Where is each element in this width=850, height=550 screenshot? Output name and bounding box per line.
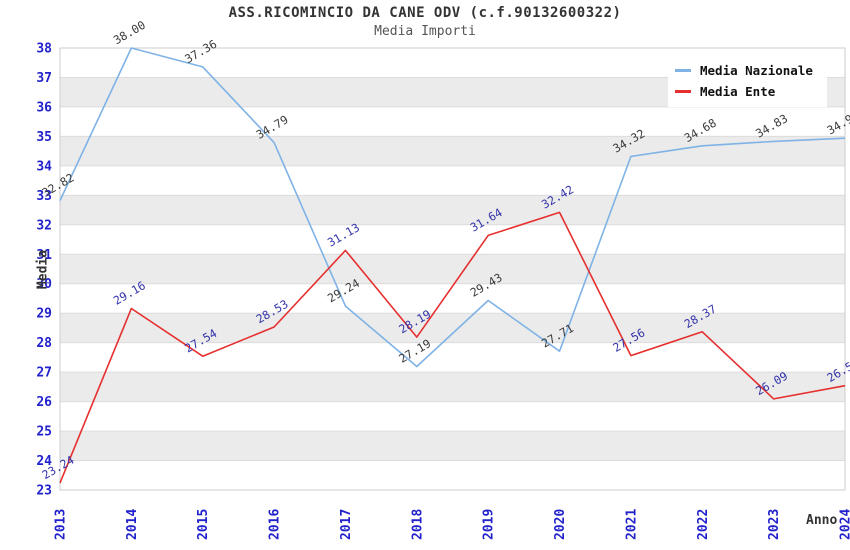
y-tick-label: 26 bbox=[36, 395, 52, 410]
x-tick-label: 2017 bbox=[339, 509, 354, 540]
series-line-ente bbox=[59, 211, 846, 484]
x-tick-label: 2021 bbox=[624, 509, 639, 540]
grid-band bbox=[60, 431, 845, 461]
y-tick-label: 25 bbox=[36, 425, 52, 440]
legend-item-media-ente[interactable]: Media Ente bbox=[675, 81, 821, 102]
y-tick-label: 23 bbox=[36, 484, 52, 499]
legend-swatch-ente-icon bbox=[675, 90, 691, 93]
x-tick-label: 2015 bbox=[196, 509, 211, 540]
data-label: 38.00 bbox=[111, 18, 148, 47]
y-tick-label: 35 bbox=[36, 130, 52, 145]
x-tick-label: 2023 bbox=[767, 509, 782, 540]
y-tick-label: 34 bbox=[36, 159, 52, 174]
chart-subtitle: Media Importi bbox=[374, 24, 476, 39]
legend-label-ente: Media Ente bbox=[700, 84, 776, 99]
x-tick-label: 2024 bbox=[839, 509, 850, 540]
y-tick-label: 31 bbox=[36, 248, 52, 263]
chart-title: ASS.RICOMINCIO DA CANE ODV (c.f.90132600… bbox=[228, 5, 622, 21]
y-tick-label: 36 bbox=[36, 100, 52, 115]
data-label: 26.54 bbox=[825, 355, 850, 384]
x-tick-label: 2018 bbox=[410, 509, 425, 540]
grid-band bbox=[60, 313, 845, 343]
x-tick-label: 2022 bbox=[696, 509, 711, 540]
x-axis-title: Anno bbox=[806, 513, 838, 528]
legend: Media Nazionale Media Ente bbox=[668, 55, 827, 107]
grid-band bbox=[60, 372, 845, 402]
x-tick-label: 2014 bbox=[125, 509, 140, 540]
y-tick-label: 38 bbox=[36, 42, 52, 57]
series-line-nazionale bbox=[59, 47, 846, 368]
x-tick-label: 2016 bbox=[268, 509, 283, 540]
x-tick-label: 2019 bbox=[482, 509, 497, 540]
y-tick-label: 27 bbox=[36, 366, 52, 381]
y-tick-label: 28 bbox=[36, 336, 52, 351]
data-label: 34.94 bbox=[825, 108, 850, 137]
y-tick-label: 24 bbox=[36, 454, 52, 469]
grid-band bbox=[60, 136, 845, 166]
y-tick-label: 33 bbox=[36, 189, 52, 204]
y-tick-label: 30 bbox=[36, 277, 52, 292]
y-tick-label: 32 bbox=[36, 218, 52, 233]
x-tick-label: 2013 bbox=[54, 509, 69, 540]
y-tick-label: 29 bbox=[36, 307, 52, 322]
grid-band bbox=[60, 254, 845, 284]
x-tick-label: 2020 bbox=[553, 509, 568, 540]
y-tick-label: 37 bbox=[36, 71, 52, 86]
y-axis-title: Media bbox=[35, 249, 51, 290]
plot-frame bbox=[59, 47, 846, 491]
grid-band bbox=[60, 195, 845, 225]
legend-label-nazionale: Media Nazionale bbox=[700, 63, 813, 78]
legend-item-media-nazionale[interactable]: Media Nazionale bbox=[675, 60, 821, 81]
data-label: 37.36 bbox=[182, 37, 219, 66]
legend-swatch-nazionale-icon bbox=[675, 69, 691, 72]
